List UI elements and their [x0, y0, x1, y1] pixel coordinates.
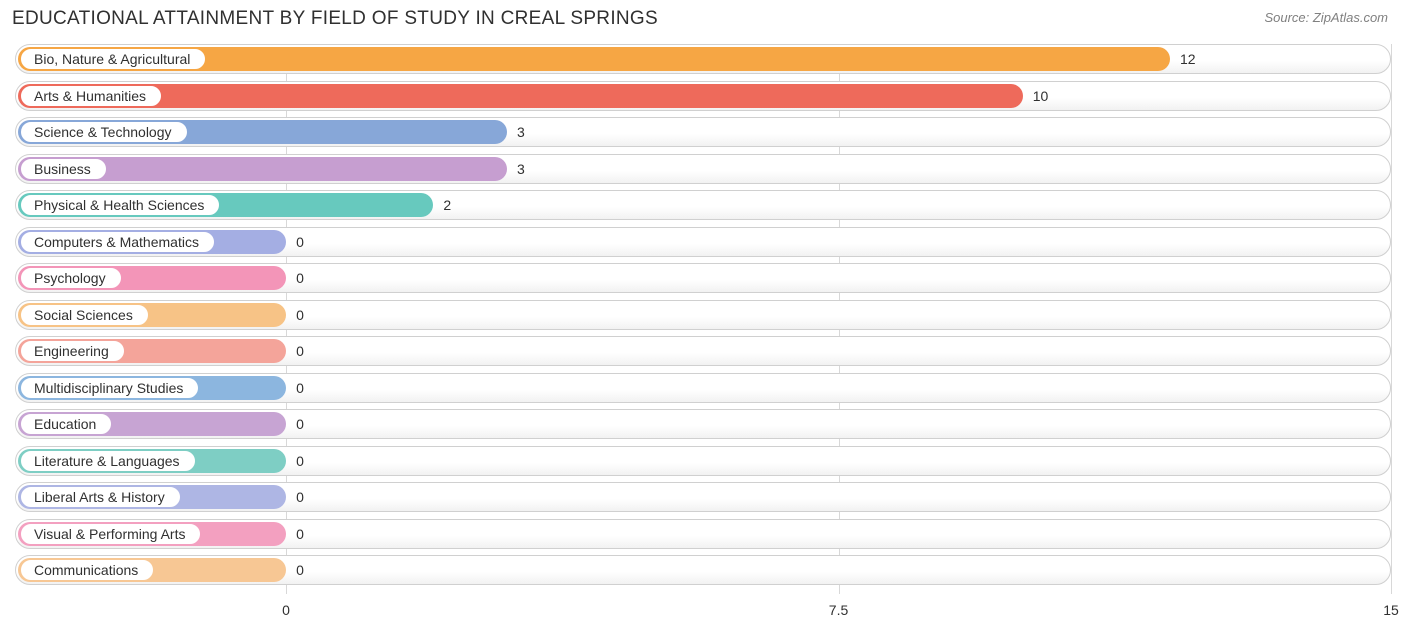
bar-row: Computers & Mathematics 0: [15, 227, 1391, 257]
category-label: Computers & Mathematics: [34, 234, 199, 250]
bar-row: Psychology 0: [15, 263, 1391, 293]
category-label: Physical & Health Sciences: [34, 197, 204, 213]
value-label: 12: [1170, 44, 1196, 74]
bar-row: Education 0: [15, 409, 1391, 439]
x-axis-tick-label: 0: [282, 602, 290, 618]
category-pill: Literature & Languages: [20, 450, 196, 472]
value-label: 0: [286, 446, 304, 476]
category-label: Bio, Nature & Agricultural: [34, 51, 190, 67]
x-axis-tick-label: 15: [1383, 602, 1399, 618]
bar-row: Communications 0: [15, 555, 1391, 585]
value-label: 0: [286, 227, 304, 257]
bar-row: Liberal Arts & History 0: [15, 482, 1391, 512]
grid-line: [1391, 44, 1392, 594]
x-axis: 07.515: [15, 602, 1391, 622]
bar-row: Business 3: [15, 154, 1391, 184]
category-pill: Computers & Mathematics: [20, 231, 215, 253]
value-label: 0: [286, 300, 304, 330]
bar-row: Literature & Languages 0: [15, 446, 1391, 476]
value-label: 0: [286, 373, 304, 403]
value-label: 3: [507, 154, 525, 184]
value-label: 0: [286, 519, 304, 549]
category-pill: Bio, Nature & Agricultural: [20, 48, 206, 70]
bar-row: Physical & Health Sciences 2: [15, 190, 1391, 220]
category-pill: Physical & Health Sciences: [20, 194, 220, 216]
category-pill: Engineering: [20, 340, 125, 362]
category-label: Liberal Arts & History: [34, 489, 165, 505]
bar-row: Multidisciplinary Studies 0: [15, 373, 1391, 403]
category-label: Visual & Performing Arts: [34, 526, 185, 542]
chart-source: Source: ZipAtlas.com: [1264, 8, 1388, 25]
category-label: Multidisciplinary Studies: [34, 380, 183, 396]
category-label: Arts & Humanities: [34, 88, 146, 104]
bar-row: Arts & Humanities 10: [15, 81, 1391, 111]
bar-row: Bio, Nature & Agricultural 12: [15, 44, 1391, 74]
x-axis-tick-label: 7.5: [829, 602, 848, 618]
bar-row: Visual & Performing Arts 0: [15, 519, 1391, 549]
bar-fill: [18, 84, 1023, 108]
value-label: 0: [286, 482, 304, 512]
value-label: 0: [286, 409, 304, 439]
chart-plot-area: Bio, Nature & Agricultural 12 Arts & Human…: [15, 44, 1391, 594]
value-label: 0: [286, 336, 304, 366]
bar-row: Social Sciences 0: [15, 300, 1391, 330]
category-pill: Liberal Arts & History: [20, 486, 181, 508]
category-label: Literature & Languages: [34, 453, 180, 469]
category-pill: Arts & Humanities: [20, 85, 162, 107]
value-label: 10: [1023, 81, 1049, 111]
bar-row: Engineering 0: [15, 336, 1391, 366]
category-label: Education: [34, 416, 96, 432]
chart-header: EDUCATIONAL ATTAINMENT BY FIELD OF STUDY…: [0, 0, 1406, 30]
category-pill: Social Sciences: [20, 304, 149, 326]
chart-title: EDUCATIONAL ATTAINMENT BY FIELD OF STUDY…: [12, 8, 658, 30]
value-label: 2: [433, 190, 451, 220]
bar-row: Science & Technology 3: [15, 117, 1391, 147]
value-label: 0: [286, 263, 304, 293]
category-label: Psychology: [34, 270, 106, 286]
category-pill: Communications: [20, 559, 154, 581]
category-label: Engineering: [34, 343, 109, 359]
value-label: 3: [507, 117, 525, 147]
category-pill: Education: [20, 413, 112, 435]
category-label: Social Sciences: [34, 307, 133, 323]
value-label: 0: [286, 555, 304, 585]
category-pill: Multidisciplinary Studies: [20, 377, 199, 399]
category-label: Science & Technology: [34, 124, 172, 140]
category-pill: Psychology: [20, 267, 122, 289]
category-pill: Business: [20, 158, 107, 180]
category-label: Communications: [34, 562, 138, 578]
category-label: Business: [34, 161, 91, 177]
category-pill: Visual & Performing Arts: [20, 523, 201, 545]
category-pill: Science & Technology: [20, 121, 188, 143]
